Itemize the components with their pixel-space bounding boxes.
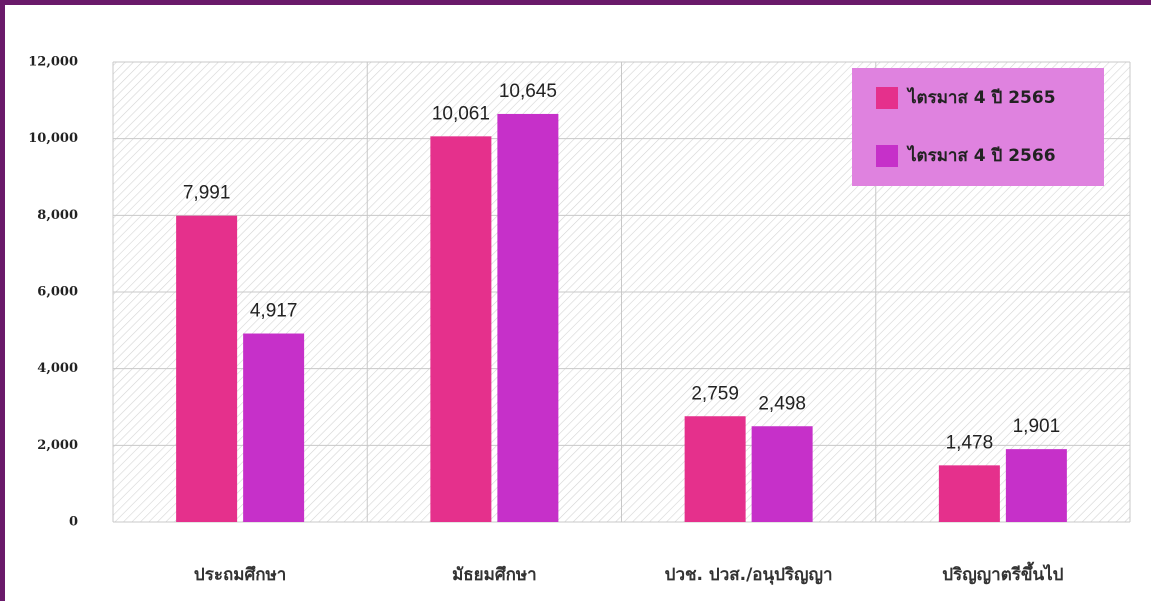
bar [176,215,238,522]
x-tick-label: ปวช. ปวส./อนุปริญญา [665,565,833,585]
value-label: 4,917 [250,301,298,322]
bar [751,426,813,522]
legend-label: ไตรมาส 4 ปี 2566 [906,145,1056,166]
value-label: 10,645 [499,81,557,102]
bar [430,136,492,522]
value-label: 1,901 [1013,416,1061,437]
bar [1005,449,1067,522]
value-label: 1,478 [946,432,994,453]
x-tick-label: ปริญญาตรีขึ้นไป [942,561,1063,585]
x-tick-label: ประถมศึกษา [194,565,286,585]
value-label: 10,061 [432,103,490,124]
y-tick-label: 2,000 [37,438,78,453]
bar [497,113,559,523]
y-tick-label: 4,000 [37,361,78,376]
y-tick-label: 8,000 [37,208,78,223]
frame-top [0,0,1151,5]
value-label: 2,759 [691,383,739,404]
y-tick-label: 6,000 [37,285,78,300]
value-label: 2,498 [758,393,806,414]
frame-left [0,0,5,601]
y-tick-label: 0 [69,515,78,530]
legend-swatch [876,145,898,167]
x-tick-label: มัธยมศึกษา [452,565,537,585]
y-tick-label: 10,000 [28,131,78,146]
y-tick-label: 12,000 [28,55,78,70]
bar [243,333,305,522]
legend-swatch [876,87,898,109]
value-label: 7,991 [183,183,231,204]
legend-label: ไตรมาส 4 ปี 2565 [906,87,1056,108]
bar [684,416,746,522]
bar [938,465,1000,522]
legend-box [852,68,1104,186]
